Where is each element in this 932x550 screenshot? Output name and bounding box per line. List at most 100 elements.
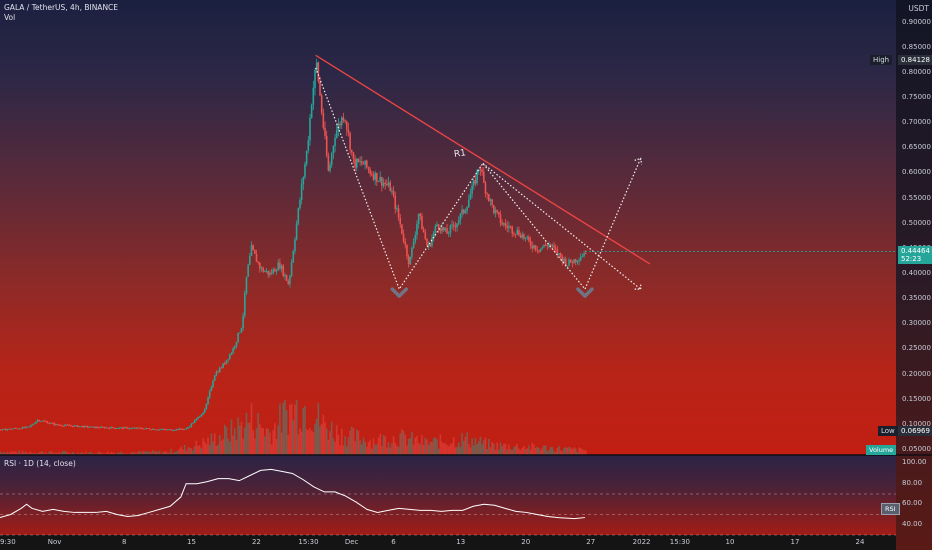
volume-bar (61, 451, 64, 455)
time-tick-label: 15:30 (669, 538, 690, 546)
rsi-legend[interactable]: RSI · 1D (14, close) (4, 459, 76, 468)
volume-bar (175, 451, 178, 455)
candle-body (484, 182, 487, 194)
candle-body (170, 429, 173, 431)
candle-body (583, 253, 585, 256)
candle-body (242, 315, 244, 329)
candle-body (504, 223, 507, 226)
volume-bar (472, 445, 475, 455)
volume-bar (564, 447, 567, 455)
candle-body (360, 161, 363, 164)
candle-body (15, 428, 17, 430)
volume-bar (461, 433, 463, 455)
candle-body (230, 352, 233, 355)
candle-body (402, 233, 405, 242)
volume-bar (387, 442, 390, 455)
candle-body (539, 248, 542, 252)
candle-body (11, 428, 14, 430)
candle-body (277, 262, 280, 271)
candle-body (289, 275, 291, 285)
candle-body (327, 155, 330, 171)
currency-label[interactable]: USDT (908, 4, 929, 13)
volume-bar (529, 449, 532, 455)
candle-body (399, 217, 402, 225)
volume-bar (325, 428, 328, 455)
candle-body (106, 427, 109, 429)
high-value-tag: 0.84128 (898, 55, 932, 65)
volume-bar (132, 452, 134, 455)
volume-legend[interactable]: Vol (4, 13, 16, 22)
candle-body (287, 280, 290, 285)
candle-body (501, 222, 503, 225)
volume-bar (133, 452, 136, 455)
time-tick-label: 8 (121, 538, 127, 546)
volume-bar (178, 448, 181, 455)
volume-bar (469, 447, 472, 455)
candle-body (217, 371, 219, 373)
volume-bar (235, 439, 238, 455)
symbol-legend[interactable]: GALA / TetherUS, 4h, BINANCE (4, 3, 119, 12)
volume-bar (51, 452, 54, 455)
candle-body (267, 270, 270, 275)
volume-bar (526, 448, 529, 455)
price-pane[interactable] (0, 0, 896, 455)
candle-body (436, 224, 438, 227)
volume-bar (578, 447, 580, 455)
time-tick-label: 15:30 (298, 538, 319, 546)
candle-body (177, 429, 179, 430)
volume-bar (314, 423, 316, 455)
volume-bar (200, 448, 203, 455)
candle-body (65, 424, 67, 426)
candle-body (111, 427, 114, 428)
volume-bar (447, 446, 450, 455)
candle-body (135, 427, 137, 429)
volume-bar (434, 437, 437, 455)
volume-bar (213, 433, 216, 455)
volume-bar (38, 452, 41, 455)
volume-bar (548, 449, 550, 455)
volume-bar (350, 426, 353, 455)
time-axis[interactable] (0, 535, 896, 550)
candle-body (446, 228, 448, 234)
volume-bar (11, 451, 14, 455)
volume-bar (381, 445, 383, 455)
candle-body (130, 427, 132, 429)
volume-bar (23, 452, 25, 455)
rsi-pane[interactable] (0, 455, 896, 535)
candle-body (245, 276, 248, 294)
volume-bar (260, 427, 263, 455)
volume-bar (290, 403, 293, 455)
candle-body (374, 172, 376, 180)
candle-body (237, 333, 239, 342)
volume-bar (446, 445, 448, 455)
candle-body (579, 257, 582, 261)
volume-bar (245, 412, 248, 455)
volume-bar (553, 450, 555, 455)
candle-body (451, 224, 453, 226)
candle-body (247, 264, 249, 277)
volume-bar (287, 434, 290, 455)
volume-bar (280, 432, 283, 455)
volume-bar (404, 434, 407, 455)
volume-bar (549, 447, 552, 455)
volume-bar (33, 452, 36, 455)
candle-body (50, 422, 52, 424)
candle-body (95, 426, 97, 429)
volume-bar (304, 405, 306, 455)
volume-bar (265, 428, 268, 455)
volume-bar (464, 436, 467, 455)
volume-bar (307, 430, 310, 455)
candle-body (168, 429, 171, 431)
volume-bar (63, 451, 66, 455)
volume-bar (319, 426, 321, 455)
candle-body (235, 341, 238, 347)
candle-body (376, 172, 378, 182)
volume-bar (208, 444, 211, 455)
price-axis[interactable] (896, 0, 932, 550)
candle-body (554, 247, 557, 250)
volume-bar (536, 446, 539, 455)
price-tick-label: 0.25000 (902, 344, 931, 353)
candle-body (339, 123, 341, 126)
volume-bar (254, 438, 256, 455)
rsi-tick-label: 40.00 (902, 519, 923, 528)
